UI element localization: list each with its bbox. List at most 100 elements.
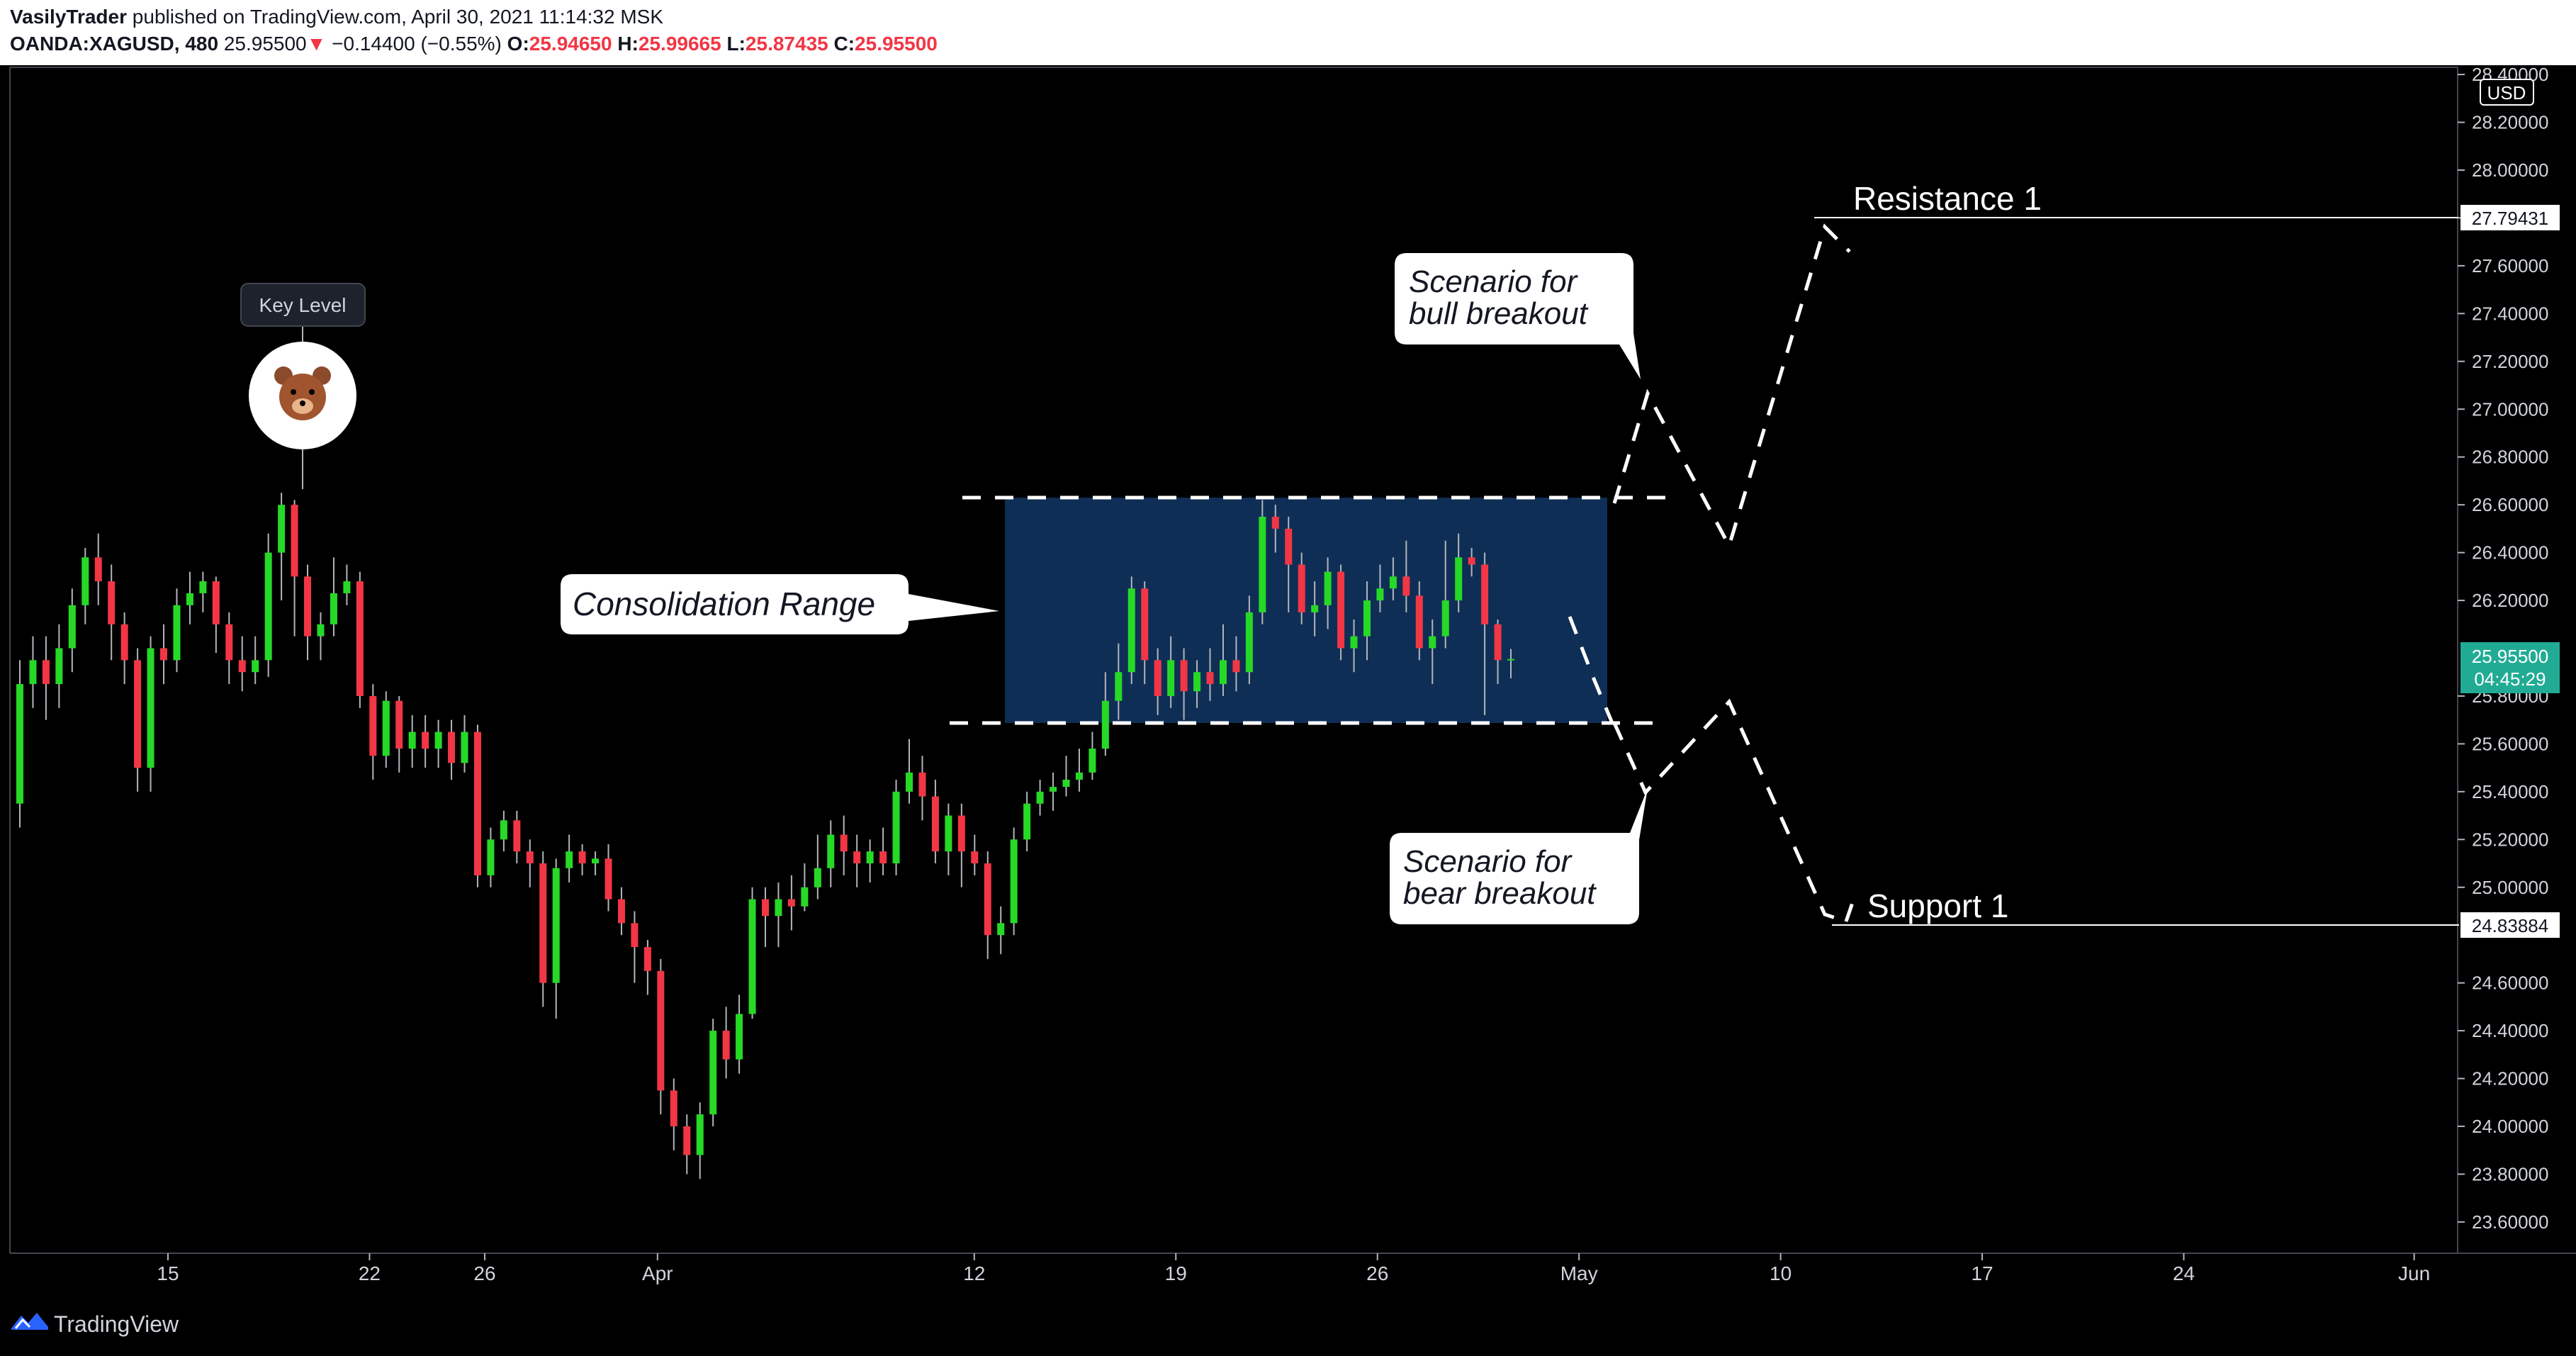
candle[interactable]: [1494, 620, 1502, 685]
consolidation-range-box[interactable]: [1005, 498, 1607, 723]
candle[interactable]: [892, 779, 900, 875]
candle[interactable]: [683, 1114, 691, 1175]
candle[interactable]: [1180, 648, 1188, 720]
bear-callout[interactable]: [1390, 788, 1648, 924]
candle[interactable]: [408, 715, 416, 768]
candle[interactable]: [1311, 581, 1319, 637]
candle[interactable]: [1298, 552, 1305, 624]
candle[interactable]: [1337, 564, 1345, 661]
candle[interactable]: [526, 839, 534, 887]
candle[interactable]: [1376, 564, 1384, 612]
candle[interactable]: [1010, 827, 1018, 936]
candle[interactable]: [552, 858, 560, 1019]
candle[interactable]: [1389, 557, 1397, 601]
candle[interactable]: [304, 564, 312, 661]
candle[interactable]: [1193, 660, 1201, 708]
candle[interactable]: [1481, 552, 1489, 715]
candle[interactable]: [29, 636, 37, 708]
candle[interactable]: [1075, 749, 1083, 792]
candle[interactable]: [278, 493, 286, 601]
candle[interactable]: [1441, 540, 1449, 649]
candle[interactable]: [448, 719, 456, 780]
candle[interactable]: [1429, 620, 1436, 685]
candle[interactable]: [566, 834, 573, 883]
candle[interactable]: [775, 882, 782, 948]
candle[interactable]: [539, 851, 547, 1007]
candle[interactable]: [395, 695, 403, 773]
candle[interactable]: [945, 803, 952, 875]
bull-scenario-path[interactable]: [1612, 223, 1851, 551]
candle[interactable]: [1350, 620, 1358, 673]
candle[interactable]: [1050, 772, 1057, 811]
candle[interactable]: [853, 834, 861, 887]
candle[interactable]: [81, 547, 89, 624]
candle[interactable]: [461, 715, 468, 773]
candle[interactable]: [592, 851, 600, 875]
candle[interactable]: [291, 500, 298, 637]
candle[interactable]: [1023, 791, 1031, 852]
candle[interactable]: [434, 719, 442, 768]
candle[interactable]: [317, 612, 325, 661]
symbol-label[interactable]: OANDA:XAGUSD, 480: [10, 33, 219, 55]
tradingview-brand[interactable]: TradingView: [54, 1311, 179, 1337]
candle[interactable]: [252, 636, 259, 685]
bear-scenario-path[interactable]: [1612, 698, 1847, 924]
candle[interactable]: [16, 660, 23, 828]
scenario-short-path[interactable]: [1568, 616, 1614, 724]
candle[interactable]: [238, 636, 246, 692]
candle[interactable]: [631, 911, 639, 983]
candle[interactable]: [604, 844, 612, 912]
candle[interactable]: [199, 571, 207, 612]
candle[interactable]: [840, 815, 848, 875]
candle[interactable]: [1455, 533, 1463, 612]
candle[interactable]: [513, 810, 521, 864]
candle[interactable]: [68, 588, 76, 673]
candle[interactable]: [382, 691, 390, 768]
author-name[interactable]: VasilyTrader: [10, 6, 128, 28]
candle[interactable]: [1259, 500, 1266, 624]
candle[interactable]: [997, 906, 1005, 955]
candle[interactable]: [1245, 595, 1253, 685]
candle[interactable]: [578, 844, 586, 875]
candle[interactable]: [1101, 672, 1109, 756]
candle[interactable]: [801, 863, 809, 912]
candle[interactable]: [1285, 517, 1293, 612]
candle[interactable]: [906, 739, 913, 804]
candle[interactable]: [1167, 636, 1175, 708]
candle[interactable]: [1415, 581, 1423, 661]
candle[interactable]: [1402, 540, 1410, 612]
price-axis[interactable]: 28.4000028.2000028.0000027.8000027.60000…: [2458, 64, 2548, 1233]
candle[interactable]: [225, 612, 233, 685]
candle[interactable]: [931, 779, 939, 864]
candle[interactable]: [422, 715, 429, 768]
candle[interactable]: [617, 887, 625, 936]
candle[interactable]: [709, 1019, 717, 1126]
candle[interactable]: [1271, 505, 1279, 553]
candle[interactable]: [814, 834, 821, 900]
candle[interactable]: [343, 564, 351, 605]
bull-callout[interactable]: [1395, 253, 1641, 379]
candle[interactable]: [1219, 624, 1227, 696]
candle[interactable]: [736, 994, 743, 1074]
candle[interactable]: [957, 803, 965, 887]
candle[interactable]: [108, 564, 116, 661]
candle[interactable]: [984, 851, 991, 959]
candle[interactable]: [134, 648, 142, 792]
candle[interactable]: [173, 588, 181, 673]
candle[interactable]: [722, 1007, 730, 1079]
candle[interactable]: [55, 624, 63, 708]
candle[interactable]: [1127, 576, 1135, 685]
candle[interactable]: [356, 571, 364, 708]
candle[interactable]: [500, 810, 507, 852]
currency-badge[interactable]: [2480, 79, 2534, 106]
candle[interactable]: [473, 724, 481, 887]
candle[interactable]: [918, 756, 926, 821]
time-axis[interactable]: 15 22 26 Apr 12 19 26 May 10 17 24 Jun: [157, 1253, 2430, 1284]
candle[interactable]: [1324, 557, 1332, 629]
candle[interactable]: [1232, 636, 1240, 692]
candle[interactable]: [120, 612, 128, 685]
candle[interactable]: [330, 557, 337, 637]
candle[interactable]: [1141, 581, 1149, 685]
candle[interactable]: [1154, 648, 1162, 715]
